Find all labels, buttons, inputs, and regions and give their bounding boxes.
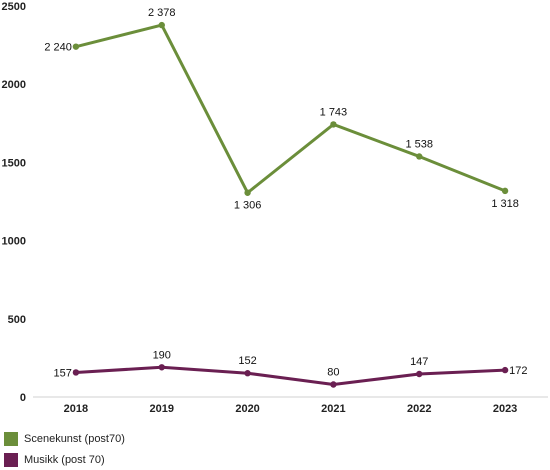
data-label: 157 xyxy=(54,367,72,379)
y-tick-label: 1000 xyxy=(2,236,26,248)
data-labels: 2 240 2 378 1 306 1 743 1 538 1 318 157 190 152 8… xyxy=(44,7,527,379)
data-label: 80 xyxy=(327,366,339,378)
series-group xyxy=(72,21,509,388)
data-label: 1 538 xyxy=(405,138,433,150)
data-point xyxy=(158,21,165,29)
legend-swatch-musikk xyxy=(4,453,18,467)
data-label: 2 378 xyxy=(148,7,176,19)
legend-label-musikk: Musikk (post 70) xyxy=(24,454,105,466)
data-label: 152 xyxy=(238,355,256,367)
data-label: 1 318 xyxy=(491,198,519,210)
x-axis: 2018 2019 2020 2021 2022 2023 xyxy=(33,396,548,415)
y-axis: 0 500 1000 1500 2000 2500 xyxy=(2,1,26,404)
data-label: 190 xyxy=(153,349,171,361)
x-tick-label: 2018 xyxy=(64,403,88,415)
data-point xyxy=(330,381,337,388)
y-tick-label: 2500 xyxy=(2,1,26,13)
data-point xyxy=(501,187,509,195)
data-point xyxy=(416,153,423,160)
data-point xyxy=(416,370,423,378)
y-tick-label: 0 xyxy=(20,392,26,404)
y-tick-label: 2000 xyxy=(2,79,26,91)
legend-label-scenekunst: Scenekunst (post70) xyxy=(24,433,125,445)
data-point xyxy=(330,121,337,128)
x-tick-label: 2022 xyxy=(407,403,431,415)
data-point xyxy=(72,43,80,50)
series-line xyxy=(75,365,506,386)
y-tick-label: 1500 xyxy=(2,157,26,169)
x-tick-label: 2019 xyxy=(150,403,174,415)
data-point xyxy=(244,370,251,377)
data-label: 147 xyxy=(410,356,428,368)
x-tick-label: 2020 xyxy=(235,403,259,415)
data-point xyxy=(244,189,251,196)
x-tick-label: 2021 xyxy=(321,403,345,415)
legend-item-musikk: Musikk (post 70) xyxy=(4,453,105,467)
data-point xyxy=(158,364,165,371)
data-label: 2 240 xyxy=(44,42,72,54)
data-label: 172 xyxy=(509,365,527,377)
data-label: 1 743 xyxy=(320,106,348,118)
y-tick-label: 500 xyxy=(8,314,26,326)
data-label: 1 306 xyxy=(234,200,262,212)
data-point xyxy=(501,366,509,374)
legend-swatch-scenekunst xyxy=(4,432,18,446)
x-tick-label: 2023 xyxy=(493,403,517,415)
series-line xyxy=(75,23,506,195)
legend-item-scenekunst: Scenekunst (post70) xyxy=(4,432,125,446)
data-point xyxy=(72,369,80,376)
